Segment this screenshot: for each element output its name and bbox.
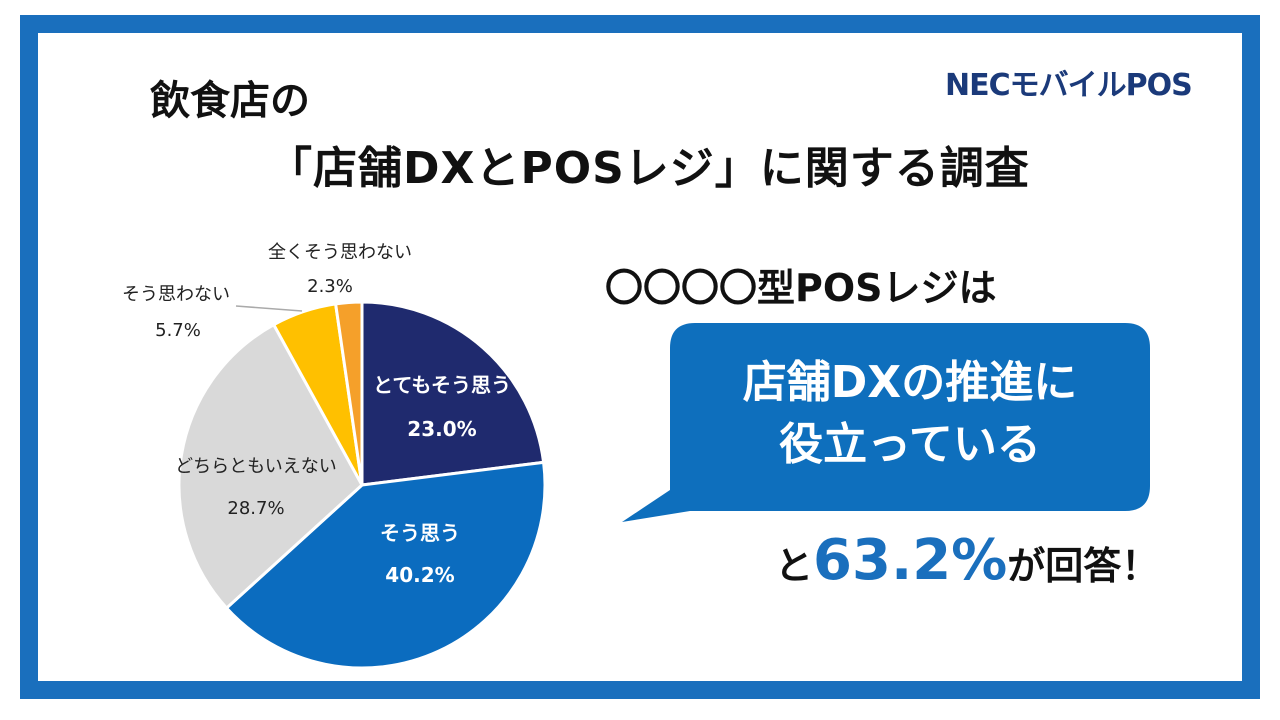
slice-value-label: 2.3% (307, 276, 353, 297)
answer-value: 63.2% (813, 528, 1008, 593)
title-line-2: 「店舗DXとPOSレジ」に関する調査 (268, 143, 1030, 194)
slice-value-label: 28.7% (227, 498, 284, 519)
slice-value-label: 40.2% (385, 563, 454, 587)
bubble-line-1: 店舗DXの推進に (742, 357, 1078, 408)
slice-category-label: どちらともいえない (175, 456, 337, 477)
slice-value-label: 5.7% (155, 320, 201, 341)
title-line-1: 飲食店の (150, 78, 310, 124)
pie-slice (177, 322, 364, 611)
slice-category-label: とてもそう思う (373, 373, 511, 397)
answer-prefix: と (775, 544, 814, 588)
slice-category-label: 全くそう思わない (268, 242, 412, 263)
pie-slice (333, 300, 364, 486)
slice-category-label: そう思わない (122, 284, 230, 305)
slice-value-label: 23.0% (407, 417, 476, 441)
callout-lead: 〇〇〇〇型POSレジは (605, 266, 997, 310)
leader-line (235, 305, 303, 312)
pie-slice (224, 460, 547, 670)
slice-category-label: そう思う (380, 521, 460, 545)
bubble-text: 店舗DXの推進に 役立っている (670, 352, 1150, 476)
pie-slice (360, 300, 546, 487)
speech-bubble (622, 323, 1150, 522)
bubble-line-2: 役立っている (779, 419, 1041, 470)
answer-text: と63.2%が回答！ (775, 528, 1159, 593)
brand-logo: NECモバイルPOS (945, 68, 1193, 103)
answer-suffix: が回答！ (1007, 544, 1160, 588)
